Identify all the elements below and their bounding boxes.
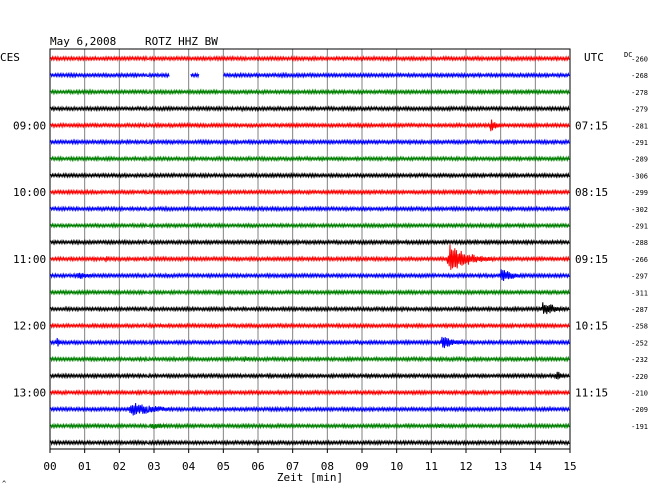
- dc-label: DC: [624, 51, 632, 59]
- dc-offset-label: -289: [631, 156, 648, 164]
- right-time-labels: 07:15 08:15 09:15 10:15 11:15: [575, 119, 608, 399]
- seismic-trace: [49, 355, 570, 363]
- x-tick-label: 09: [355, 460, 368, 473]
- dc-offset-label: -220: [631, 373, 648, 381]
- right-time-label: 10:15: [575, 320, 608, 333]
- right-time-label: 09:15: [575, 253, 608, 266]
- station-label: ROTZ HHZ BW: [145, 35, 218, 48]
- x-tick-label: 12: [459, 460, 472, 473]
- dc-offset-label: -299: [631, 189, 648, 197]
- dc-offset-label: -278: [631, 89, 648, 97]
- dc-offset-label: -306: [631, 172, 648, 180]
- dc-offset-label: -232: [631, 356, 648, 364]
- x-tick-label: 00: [43, 460, 56, 473]
- corner-mark: ^: [2, 480, 6, 488]
- x-tick-label: 07: [286, 460, 299, 473]
- x-tick-label: 04: [182, 460, 196, 473]
- seismic-trace: [49, 302, 570, 315]
- seismic-trace: [49, 171, 570, 179]
- dc-offset-label: -258: [631, 323, 648, 331]
- dc-offset-labels: -260 -268 -278 -279 -281 -291 -289 -306 -299 -302…: [631, 56, 648, 431]
- x-tick-label: 01: [78, 460, 91, 473]
- dc-offset-label: -191: [631, 423, 648, 431]
- seismic-trace: [49, 71, 570, 79]
- seismic-trace: [49, 119, 570, 132]
- seismic-trace: [49, 422, 570, 430]
- dc-offset-label: -297: [631, 273, 648, 281]
- x-axis-ticks: 00 01 02 03 04 05 06 07 08 09 10 11 12 13 14 15: [43, 449, 577, 473]
- right-timezone-label: UTC: [584, 51, 604, 64]
- seismic-trace: [49, 238, 570, 246]
- dc-offset-label: -281: [631, 122, 648, 130]
- x-tick-label: 03: [147, 460, 160, 473]
- date-label: May 6,2008: [50, 35, 116, 48]
- left-hour-label: 12:00: [13, 320, 46, 333]
- x-tick-label: 08: [321, 460, 334, 473]
- seismic-trace: [49, 336, 570, 349]
- left-hour-label: 09:00: [13, 119, 46, 132]
- seismic-trace: [49, 244, 570, 270]
- left-hour-label: 11:00: [13, 253, 46, 266]
- x-tick-label: 02: [113, 460, 126, 473]
- x-tick-label: 15: [563, 460, 576, 473]
- dc-offset-label: -288: [631, 239, 648, 247]
- dc-offset-label: -287: [631, 306, 648, 314]
- dc-offset-label: -279: [631, 106, 648, 114]
- left-timezone-label: CES: [0, 51, 20, 64]
- dc-offset-label: -260: [631, 56, 648, 64]
- seismic-trace: [49, 402, 570, 416]
- seismic-trace: [49, 269, 570, 282]
- seismic-trace: [49, 105, 570, 113]
- plot-frame: [49, 48, 571, 450]
- dc-offset-label: -209: [631, 406, 648, 414]
- right-time-label: 07:15: [575, 119, 608, 132]
- left-hour-label: 13:00: [13, 387, 46, 400]
- right-time-label: 11:15: [575, 387, 608, 400]
- x-tick-label: 11: [425, 460, 438, 473]
- seismic-trace: [49, 439, 570, 447]
- left-hour-label: 10:00: [13, 186, 46, 199]
- x-tick-label: 05: [217, 460, 230, 473]
- dc-offset-label: -266: [631, 256, 648, 264]
- seismic-trace: [49, 155, 570, 163]
- seismic-trace: [49, 138, 570, 146]
- dc-offset-label: -302: [631, 206, 648, 214]
- dc-offset-label: -210: [631, 390, 648, 398]
- dc-offset-label: -291: [631, 223, 648, 231]
- seismic-trace: [50, 205, 570, 213]
- right-time-label: 08:15: [575, 186, 608, 199]
- seismic-trace: [49, 54, 570, 63]
- dc-offset-label: -252: [631, 339, 648, 347]
- dc-offset-label: -291: [631, 139, 648, 147]
- seismic-trace: [49, 288, 570, 296]
- seismic-trace: [49, 388, 570, 397]
- left-hour-labels: 09:00 10:00 11:00 12:00 13:00: [13, 119, 46, 399]
- x-tick-label: 06: [251, 460, 264, 473]
- seismic-traces: [49, 54, 570, 447]
- dc-offset-label: -268: [631, 72, 648, 80]
- seismic-trace: [49, 371, 570, 380]
- x-tick-label: 13: [494, 460, 507, 473]
- x-tick-label: 14: [529, 460, 543, 473]
- x-axis-label: Zeit [min]: [277, 471, 343, 484]
- x-tick-label: 10: [390, 460, 403, 473]
- seismic-trace: [49, 88, 570, 96]
- seismic-trace: [49, 322, 570, 330]
- time-grid: [84, 49, 536, 449]
- seismic-trace: [49, 188, 570, 196]
- seismic-trace: [49, 221, 570, 230]
- dc-offset-label: -311: [631, 289, 648, 297]
